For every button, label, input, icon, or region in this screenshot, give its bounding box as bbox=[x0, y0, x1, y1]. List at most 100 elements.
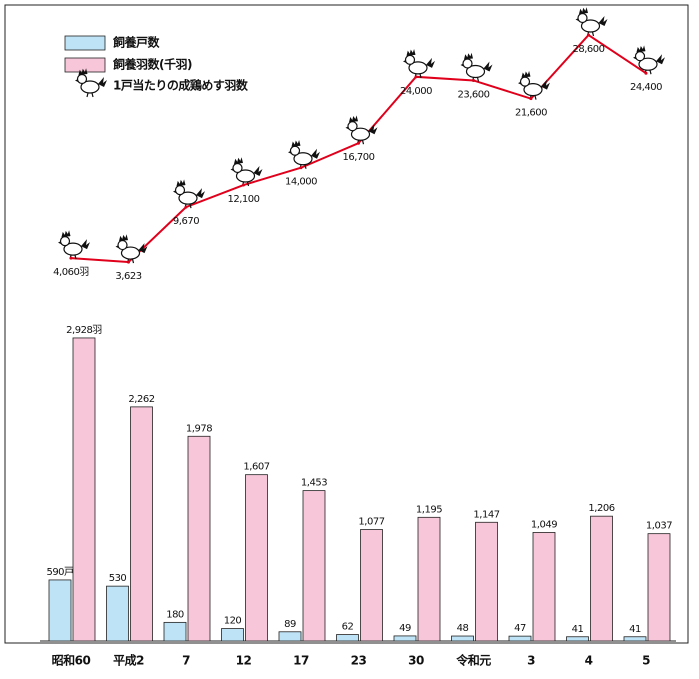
legend-label: 飼養羽数(千羽) bbox=[112, 57, 192, 72]
chicken-tail bbox=[368, 124, 378, 135]
chicken-icon bbox=[288, 139, 320, 169]
chicken-beak bbox=[173, 190, 176, 194]
x-tick-label: 5 bbox=[642, 654, 650, 668]
bar bbox=[187, 435, 211, 642]
x-tick-label: 12 bbox=[236, 654, 252, 668]
line-point bbox=[644, 71, 648, 75]
chicken-icon bbox=[75, 68, 107, 98]
x-tick-label: 平成2 bbox=[113, 653, 144, 668]
line-point bbox=[357, 141, 360, 145]
data-label: 1,453 bbox=[301, 478, 327, 489]
data-label: 1,206 bbox=[588, 503, 614, 514]
data-label: 23,600 bbox=[458, 89, 490, 100]
line-point bbox=[529, 97, 533, 101]
chicken-head bbox=[462, 58, 473, 69]
chicken-head bbox=[76, 73, 88, 85]
data-label: 2,262 bbox=[128, 394, 154, 405]
chicken-body bbox=[638, 57, 658, 71]
chicken-tail bbox=[98, 77, 107, 87]
chicken-icon bbox=[345, 115, 378, 145]
chicken-beak bbox=[115, 245, 119, 249]
chicken-comb bbox=[234, 157, 243, 165]
chicken-body bbox=[408, 61, 428, 75]
chicken-icon bbox=[115, 234, 148, 264]
bar bbox=[475, 521, 498, 642]
chicken-beak bbox=[460, 63, 464, 67]
data-label: 4,060羽 bbox=[53, 266, 89, 278]
chicken-beak bbox=[75, 79, 78, 82]
bar bbox=[566, 636, 589, 642]
chicken-tail bbox=[81, 239, 90, 250]
data-label: 41 bbox=[572, 624, 584, 635]
bar bbox=[48, 579, 72, 642]
chicken-body bbox=[523, 83, 543, 97]
chicken-body bbox=[293, 152, 313, 166]
bar bbox=[221, 628, 244, 642]
chicken-tail bbox=[656, 54, 665, 65]
chicken-head bbox=[347, 121, 358, 132]
bar bbox=[532, 532, 556, 642]
data-label: 12,100 bbox=[228, 194, 260, 205]
data-label: 3,623 bbox=[115, 271, 141, 282]
x-tick-label: 4 bbox=[585, 654, 593, 668]
data-label: 1,978 bbox=[186, 423, 212, 434]
chicken-head bbox=[634, 51, 646, 62]
chicken-beak bbox=[403, 59, 406, 63]
data-label: 24,400 bbox=[630, 82, 662, 93]
chicken-comb bbox=[579, 7, 588, 15]
data-label: 1,607 bbox=[243, 462, 269, 473]
chicken-comb bbox=[521, 70, 531, 78]
chicken-beak bbox=[345, 126, 349, 130]
chicken-body bbox=[80, 80, 100, 94]
data-label: 49 bbox=[399, 623, 411, 634]
chicken-tail bbox=[253, 166, 263, 177]
chicken-tail bbox=[311, 148, 320, 159]
chicken-comb bbox=[78, 68, 88, 76]
legend-swatch bbox=[64, 57, 106, 73]
chicken-legs bbox=[86, 92, 94, 98]
chicken-body bbox=[178, 191, 198, 205]
line-point bbox=[69, 256, 73, 260]
bar bbox=[393, 635, 417, 642]
x-tick-label: 7 bbox=[182, 654, 190, 668]
chicken-body bbox=[63, 242, 83, 256]
line-point bbox=[184, 205, 188, 209]
legend-swatch bbox=[64, 35, 106, 51]
data-label: 1,195 bbox=[416, 504, 442, 515]
chicken-comb bbox=[349, 115, 358, 123]
chicken-tail bbox=[138, 243, 148, 254]
chicken-icon bbox=[173, 179, 205, 209]
chicken-tail bbox=[541, 79, 550, 90]
data-label: 89 bbox=[284, 619, 296, 630]
data-label: 1,147 bbox=[473, 509, 499, 520]
bar bbox=[106, 585, 129, 642]
bar bbox=[451, 635, 474, 642]
chicken-icon bbox=[518, 70, 550, 100]
data-label: 47 bbox=[514, 623, 526, 634]
data-label: 1,049 bbox=[531, 519, 557, 530]
frame bbox=[4, 4, 689, 644]
chicken-comb bbox=[406, 49, 416, 57]
chicken-beak bbox=[518, 81, 521, 85]
data-label: 24,000 bbox=[400, 86, 432, 97]
chicken-tail bbox=[598, 16, 608, 27]
chicken-icon bbox=[460, 52, 493, 82]
chicken-icon bbox=[575, 7, 608, 37]
bar bbox=[302, 490, 326, 642]
x-tick-label: 30 bbox=[408, 654, 424, 668]
chicken-icon bbox=[633, 45, 665, 75]
chicken-comb bbox=[61, 230, 71, 238]
line-point bbox=[299, 166, 303, 170]
data-label: 530 bbox=[109, 573, 127, 584]
chicken-head bbox=[232, 162, 243, 174]
data-label: 41 bbox=[629, 624, 641, 635]
data-label: 1,077 bbox=[358, 517, 384, 528]
chicken-comb bbox=[176, 179, 186, 187]
line-point bbox=[587, 33, 590, 37]
x-tick-label: 23 bbox=[351, 654, 367, 668]
chicken-comb bbox=[464, 52, 473, 60]
bar bbox=[417, 516, 441, 642]
chicken-head bbox=[117, 239, 128, 251]
x-tick-label: 昭和60 bbox=[52, 653, 91, 668]
